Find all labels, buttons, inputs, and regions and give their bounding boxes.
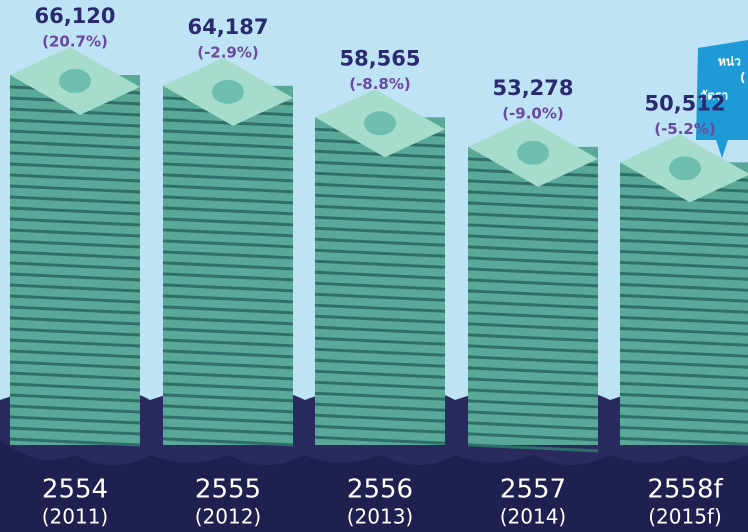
x-tick-label: 2556 bbox=[347, 475, 413, 505]
note-line: ( bbox=[740, 71, 745, 85]
value-label: 66,120 bbox=[34, 4, 115, 28]
value-label: 53,278 bbox=[492, 76, 573, 100]
chart: หน่ว ( อัตรา 66,120(20.7%)2554(2011)64,1… bbox=[0, 0, 748, 532]
x-tick-sublabel: (2012) bbox=[195, 505, 262, 529]
bill-seal bbox=[212, 80, 244, 104]
x-tick-label: 2554 bbox=[42, 475, 108, 505]
growth-label: (-9.0%) bbox=[502, 104, 564, 122]
note-line: หน่ว bbox=[718, 55, 741, 69]
x-tick-label: 2555 bbox=[195, 475, 261, 505]
value-label: 50,512 bbox=[644, 91, 725, 115]
growth-label: (-8.8%) bbox=[349, 75, 411, 93]
value-label: 64,187 bbox=[187, 15, 268, 39]
x-tick-label: 2558f bbox=[647, 475, 723, 505]
x-tick-sublabel: (2014) bbox=[500, 505, 567, 529]
money-stack bbox=[163, 58, 293, 445]
x-tick-label: 2557 bbox=[500, 475, 566, 505]
growth-label: (20.7%) bbox=[42, 33, 108, 51]
money-stack bbox=[468, 119, 598, 451]
growth-label: (-5.2%) bbox=[654, 120, 716, 138]
money-stack bbox=[315, 89, 445, 445]
x-tick-sublabel: (2013) bbox=[347, 505, 414, 529]
growth-label: (-2.9%) bbox=[197, 43, 259, 61]
bill-seal bbox=[669, 156, 701, 180]
bill-seal bbox=[517, 141, 549, 165]
value-label: 58,565 bbox=[339, 46, 420, 70]
x-tick-sublabel: (2011) bbox=[42, 505, 109, 529]
money-stack bbox=[620, 134, 748, 445]
x-tick-sublabel: (2015f) bbox=[648, 505, 722, 529]
bill-seal bbox=[364, 111, 396, 135]
bar bbox=[620, 162, 748, 445]
bill-seal bbox=[59, 69, 91, 93]
money-stack bbox=[10, 47, 140, 445]
